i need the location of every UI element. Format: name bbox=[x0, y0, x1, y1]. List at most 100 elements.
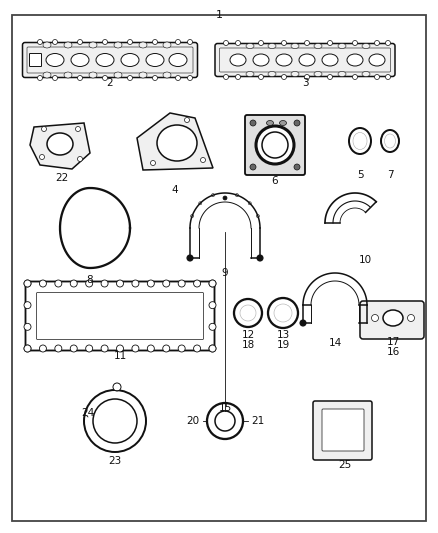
FancyBboxPatch shape bbox=[245, 115, 305, 175]
Ellipse shape bbox=[38, 76, 42, 80]
Ellipse shape bbox=[236, 41, 240, 45]
Text: 16: 16 bbox=[386, 347, 399, 357]
Ellipse shape bbox=[383, 310, 403, 326]
Ellipse shape bbox=[209, 345, 216, 352]
Ellipse shape bbox=[187, 39, 192, 44]
Ellipse shape bbox=[89, 72, 97, 78]
Ellipse shape bbox=[39, 155, 45, 159]
Ellipse shape bbox=[246, 71, 254, 77]
Text: 23: 23 bbox=[108, 456, 122, 466]
Ellipse shape bbox=[101, 280, 108, 287]
Ellipse shape bbox=[176, 39, 180, 44]
Ellipse shape bbox=[258, 75, 264, 79]
Ellipse shape bbox=[39, 280, 46, 287]
Ellipse shape bbox=[178, 280, 185, 287]
Ellipse shape bbox=[250, 164, 256, 170]
Ellipse shape bbox=[369, 54, 385, 66]
Ellipse shape bbox=[163, 42, 171, 48]
Ellipse shape bbox=[86, 280, 93, 287]
Ellipse shape bbox=[209, 302, 216, 309]
Text: 4: 4 bbox=[172, 185, 178, 195]
Ellipse shape bbox=[199, 202, 202, 205]
FancyBboxPatch shape bbox=[28, 52, 42, 68]
Text: 2: 2 bbox=[107, 78, 113, 88]
Ellipse shape bbox=[371, 314, 378, 321]
Text: 1: 1 bbox=[215, 10, 223, 20]
Ellipse shape bbox=[117, 345, 124, 352]
Ellipse shape bbox=[184, 117, 190, 123]
Ellipse shape bbox=[300, 320, 306, 326]
Ellipse shape bbox=[374, 41, 379, 45]
Ellipse shape bbox=[256, 126, 294, 164]
Ellipse shape bbox=[75, 126, 81, 132]
Ellipse shape bbox=[163, 72, 171, 78]
Ellipse shape bbox=[53, 76, 57, 80]
Ellipse shape bbox=[407, 314, 414, 321]
Ellipse shape bbox=[157, 125, 197, 161]
Text: 19: 19 bbox=[276, 340, 290, 350]
Ellipse shape bbox=[385, 41, 391, 45]
Ellipse shape bbox=[266, 120, 273, 125]
FancyBboxPatch shape bbox=[29, 53, 42, 67]
FancyBboxPatch shape bbox=[215, 44, 395, 77]
Ellipse shape bbox=[163, 345, 170, 352]
Ellipse shape bbox=[268, 44, 276, 49]
Ellipse shape bbox=[381, 130, 399, 152]
Ellipse shape bbox=[223, 41, 229, 45]
Ellipse shape bbox=[268, 298, 298, 328]
Ellipse shape bbox=[24, 280, 31, 287]
FancyBboxPatch shape bbox=[36, 293, 204, 340]
Ellipse shape bbox=[43, 72, 51, 78]
Ellipse shape bbox=[215, 411, 235, 431]
FancyBboxPatch shape bbox=[313, 401, 372, 460]
Ellipse shape bbox=[253, 54, 269, 66]
Ellipse shape bbox=[114, 72, 122, 78]
Ellipse shape bbox=[84, 390, 146, 452]
Ellipse shape bbox=[223, 196, 227, 200]
Polygon shape bbox=[137, 113, 213, 170]
Ellipse shape bbox=[385, 134, 396, 148]
Ellipse shape bbox=[187, 76, 192, 80]
Ellipse shape bbox=[89, 42, 97, 48]
Ellipse shape bbox=[113, 383, 121, 391]
Ellipse shape bbox=[178, 345, 185, 352]
Ellipse shape bbox=[43, 42, 51, 48]
Ellipse shape bbox=[24, 280, 31, 287]
FancyBboxPatch shape bbox=[25, 281, 215, 351]
Ellipse shape bbox=[152, 76, 158, 80]
Ellipse shape bbox=[64, 42, 72, 48]
Ellipse shape bbox=[102, 39, 107, 44]
Ellipse shape bbox=[236, 75, 240, 79]
Ellipse shape bbox=[127, 76, 133, 80]
Ellipse shape bbox=[256, 214, 259, 217]
Ellipse shape bbox=[294, 120, 300, 126]
Text: 15: 15 bbox=[219, 403, 232, 413]
Ellipse shape bbox=[132, 345, 139, 352]
Ellipse shape bbox=[121, 53, 139, 67]
Ellipse shape bbox=[139, 72, 147, 78]
Ellipse shape bbox=[46, 53, 64, 67]
Ellipse shape bbox=[364, 320, 370, 326]
Ellipse shape bbox=[322, 54, 338, 66]
Ellipse shape bbox=[276, 54, 292, 66]
Ellipse shape bbox=[117, 280, 124, 287]
Ellipse shape bbox=[24, 345, 31, 352]
Ellipse shape bbox=[291, 44, 299, 49]
Ellipse shape bbox=[24, 302, 31, 309]
Ellipse shape bbox=[304, 75, 310, 79]
Ellipse shape bbox=[262, 132, 288, 158]
Ellipse shape bbox=[78, 39, 82, 44]
Ellipse shape bbox=[102, 76, 107, 80]
Ellipse shape bbox=[163, 280, 170, 287]
Ellipse shape bbox=[268, 71, 276, 77]
Ellipse shape bbox=[234, 299, 262, 327]
Ellipse shape bbox=[353, 133, 367, 149]
Ellipse shape bbox=[209, 324, 216, 330]
Text: 22: 22 bbox=[55, 173, 69, 183]
Ellipse shape bbox=[176, 76, 180, 80]
Polygon shape bbox=[30, 123, 90, 169]
Ellipse shape bbox=[96, 53, 114, 67]
Text: 7: 7 bbox=[387, 170, 393, 180]
Ellipse shape bbox=[78, 157, 82, 161]
Text: 9: 9 bbox=[222, 268, 228, 278]
